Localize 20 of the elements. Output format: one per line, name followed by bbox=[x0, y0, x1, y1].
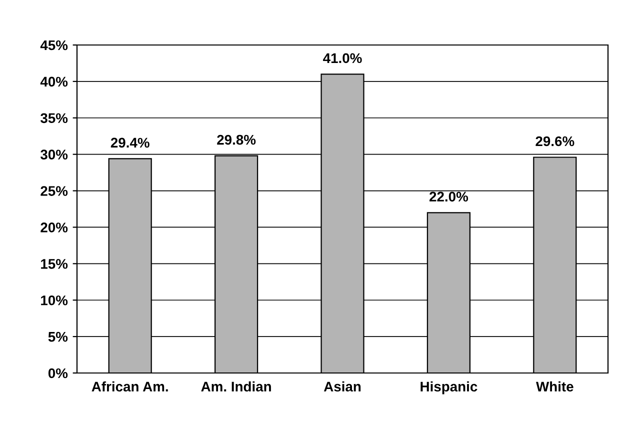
data-label: 29.6% bbox=[536, 136, 574, 146]
x-tick-label: African Am. bbox=[92, 381, 168, 392]
x-tick-label: White bbox=[536, 381, 574, 392]
y-tick-label: 35% bbox=[40, 113, 68, 124]
y-tick-label: 45% bbox=[40, 40, 68, 50]
data-label: 29.8% bbox=[217, 134, 256, 145]
y-tick-label: 10% bbox=[41, 295, 68, 306]
x-tick-label: Am. Indian bbox=[201, 381, 271, 392]
y-tick-label: 5% bbox=[48, 332, 68, 342]
y-tick-label: 40% bbox=[40, 76, 68, 87]
y-tick-label: 15% bbox=[41, 259, 68, 269]
y-tick-label: 20% bbox=[40, 222, 68, 232]
data-label: 41.0% bbox=[323, 53, 362, 64]
data-label: 22.0% bbox=[429, 192, 468, 202]
x-tick-label: Asian bbox=[324, 381, 361, 392]
y-tick-label: 25% bbox=[40, 186, 68, 196]
data-label: 29.4% bbox=[110, 138, 150, 148]
y-tick-label: 0% bbox=[48, 368, 68, 378]
y-tick-label: 30% bbox=[40, 150, 68, 160]
x-tick-label: Hispanic bbox=[420, 381, 478, 394]
